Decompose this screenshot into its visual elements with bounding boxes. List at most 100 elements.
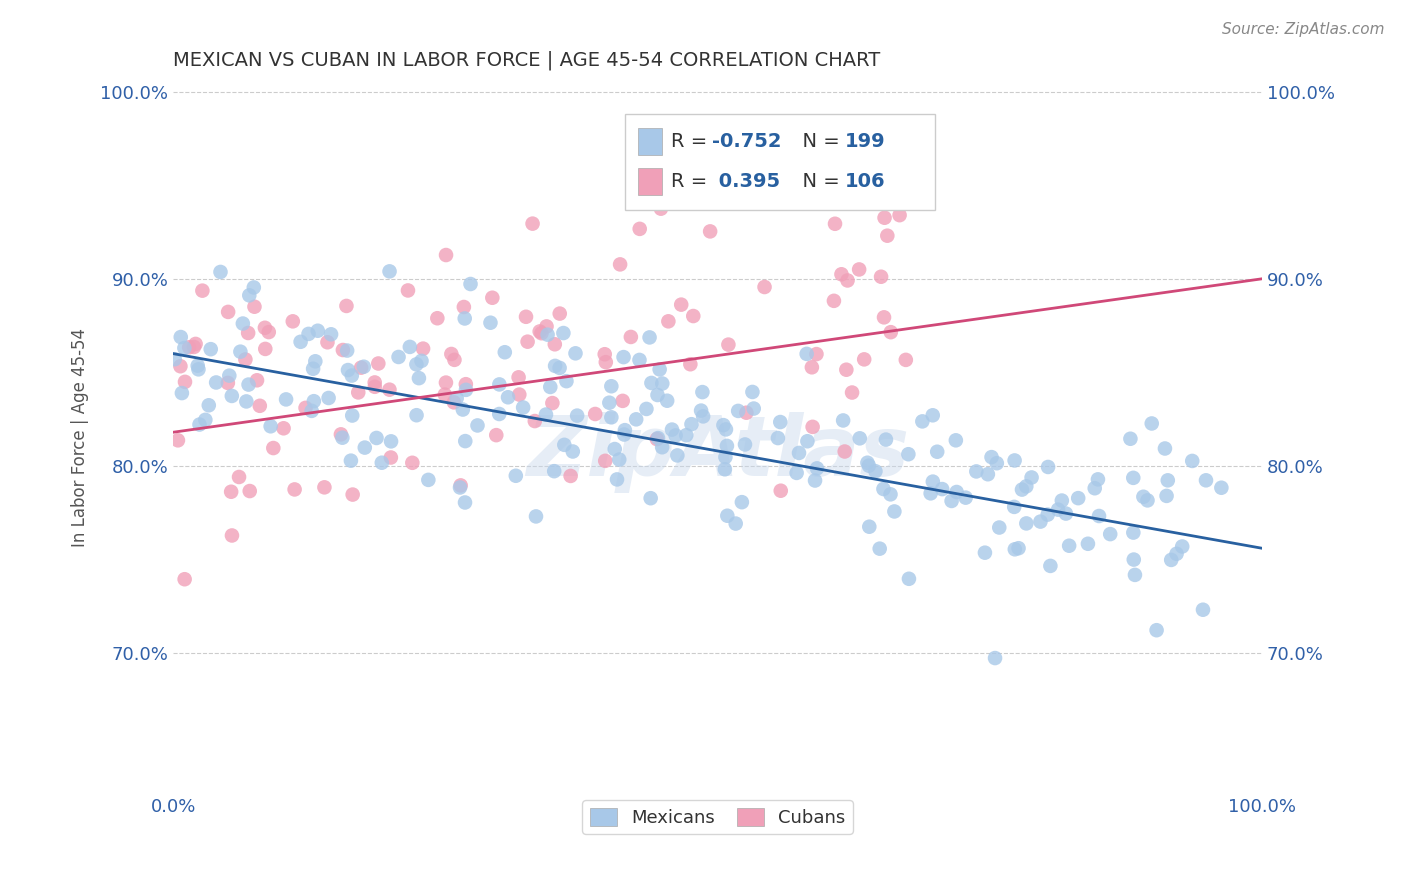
Point	[980, 450, 1002, 464]
Point	[555, 374, 578, 388]
Point	[174, 375, 197, 389]
Point	[645, 432, 668, 446]
Point	[488, 407, 510, 421]
Point	[806, 347, 828, 361]
Point	[426, 311, 449, 326]
Point	[1156, 489, 1178, 503]
Point	[353, 359, 375, 374]
Point	[657, 314, 679, 328]
Point	[717, 337, 740, 351]
Point	[692, 385, 714, 400]
Point	[453, 300, 475, 314]
Point	[856, 456, 879, 470]
Point	[454, 383, 477, 397]
Point	[941, 494, 963, 508]
Point	[1119, 432, 1142, 446]
Text: 199: 199	[845, 132, 886, 151]
Point	[364, 376, 387, 390]
Point	[628, 222, 651, 236]
Point	[560, 469, 582, 483]
Point	[187, 362, 209, 376]
Point	[418, 473, 440, 487]
Text: Source: ZipAtlas.com: Source: ZipAtlas.com	[1222, 22, 1385, 37]
Point	[841, 385, 863, 400]
Point	[411, 354, 433, 368]
Point	[169, 359, 191, 374]
Point	[742, 401, 765, 416]
Point	[897, 572, 920, 586]
Point	[512, 401, 534, 415]
Point	[1007, 541, 1029, 556]
Point	[880, 325, 903, 339]
Point	[340, 368, 363, 383]
Point	[1160, 553, 1182, 567]
Point	[524, 509, 547, 524]
Point	[1136, 493, 1159, 508]
Point	[858, 458, 880, 473]
Point	[302, 361, 325, 376]
Point	[897, 447, 920, 461]
Point	[366, 431, 388, 445]
Point	[301, 404, 323, 418]
Point	[408, 371, 430, 385]
Point	[600, 410, 623, 425]
Point	[1004, 453, 1026, 467]
Point	[977, 467, 1000, 482]
Point	[446, 391, 468, 405]
Point	[434, 376, 457, 390]
Point	[229, 344, 252, 359]
Point	[449, 481, 471, 495]
Point	[335, 299, 357, 313]
Point	[342, 487, 364, 501]
Point	[219, 484, 242, 499]
Point	[682, 309, 704, 323]
Point	[657, 393, 679, 408]
Point	[1122, 525, 1144, 540]
Point	[488, 377, 510, 392]
Point	[965, 465, 987, 479]
Point	[988, 520, 1011, 534]
Point	[1047, 502, 1070, 516]
Point	[848, 431, 870, 445]
Point	[1004, 542, 1026, 557]
Point	[735, 406, 758, 420]
Point	[716, 508, 738, 523]
Point	[1021, 470, 1043, 484]
Point	[607, 452, 630, 467]
Point	[911, 414, 934, 428]
Point	[1077, 537, 1099, 551]
Point	[529, 325, 551, 339]
Point	[454, 377, 477, 392]
Point	[787, 446, 810, 460]
Point	[565, 409, 588, 423]
Point	[894, 352, 917, 367]
Text: N =: N =	[790, 172, 846, 192]
Point	[824, 217, 846, 231]
Point	[496, 390, 519, 404]
Point	[405, 408, 427, 422]
Point	[522, 217, 544, 231]
Point	[443, 352, 465, 367]
Point	[209, 265, 232, 279]
Point	[984, 651, 1007, 665]
Point	[485, 428, 508, 442]
Point	[548, 360, 571, 375]
Point	[541, 396, 564, 410]
Point	[378, 383, 401, 397]
Point	[249, 399, 271, 413]
Point	[741, 384, 763, 399]
Point	[620, 330, 643, 344]
Point	[647, 431, 669, 445]
Point	[454, 434, 477, 449]
Point	[593, 347, 616, 361]
Point	[553, 326, 575, 340]
Point	[167, 434, 190, 448]
FancyBboxPatch shape	[638, 169, 662, 195]
Point	[188, 417, 211, 432]
Point	[450, 478, 472, 492]
Point	[302, 394, 325, 409]
Point	[494, 345, 516, 359]
Point	[170, 330, 193, 344]
Point	[679, 357, 702, 371]
Point	[875, 433, 897, 447]
